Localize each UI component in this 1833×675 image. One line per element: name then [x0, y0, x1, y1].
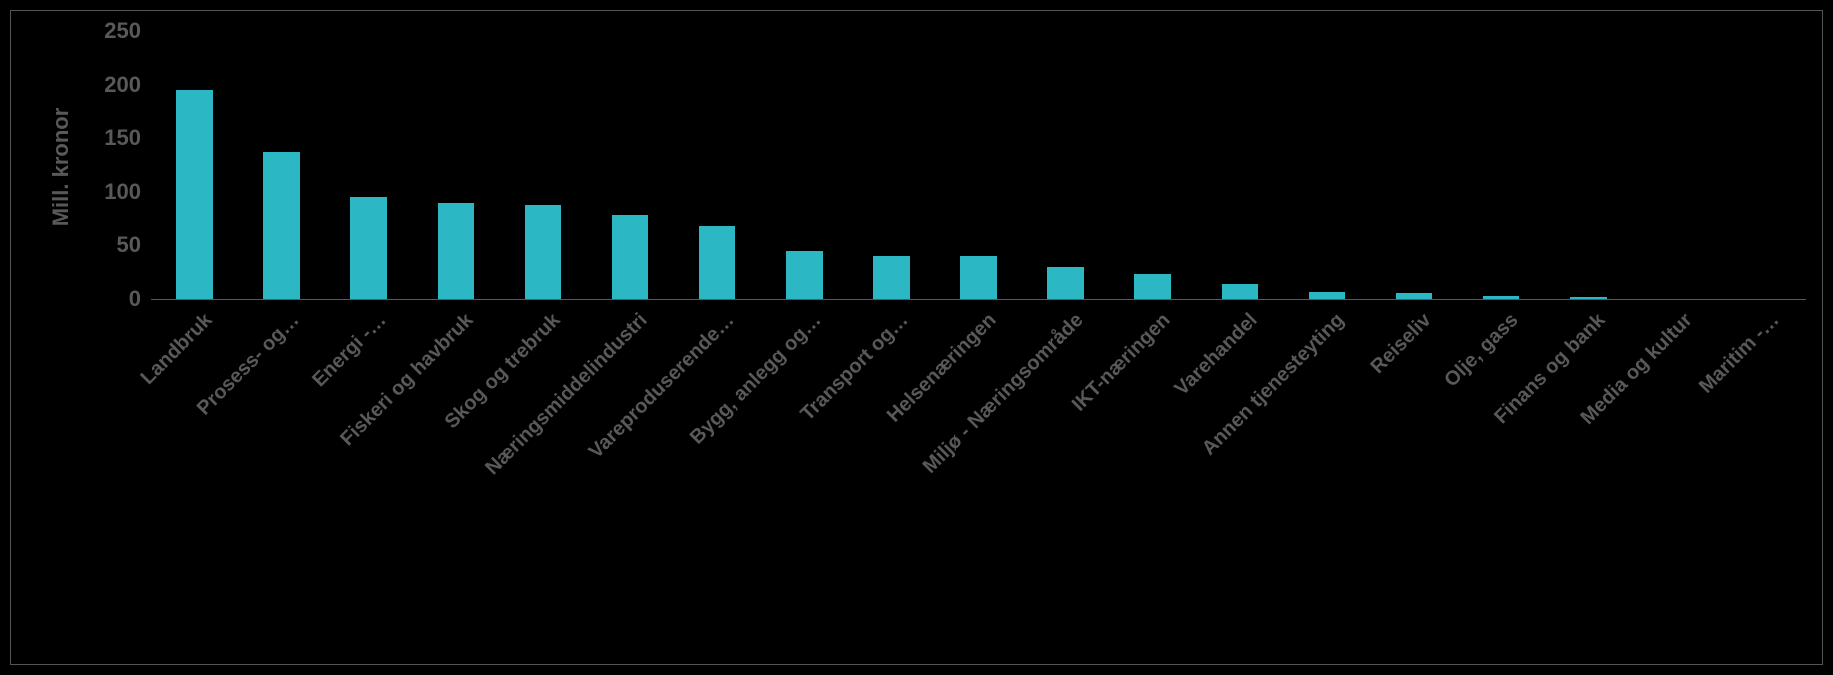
- chart-frame: Mill. kronor 050100150200250 LandbrukPro…: [10, 10, 1823, 665]
- bar: [1309, 292, 1346, 300]
- bar: [350, 197, 387, 299]
- bar: [176, 90, 213, 299]
- bar: [525, 205, 562, 299]
- bar: [1047, 267, 1084, 299]
- bar: [960, 256, 997, 299]
- bar: [612, 215, 649, 299]
- y-tick-label: 100: [81, 179, 141, 205]
- plot-area: [151, 31, 1806, 299]
- bar: [1570, 297, 1607, 299]
- y-tick-label: 50: [81, 232, 141, 258]
- bar: [438, 203, 475, 299]
- bar: [786, 251, 823, 299]
- y-tick-label: 0: [81, 286, 141, 312]
- y-axis-title: Mill. kronor: [48, 67, 74, 267]
- bar: [1222, 284, 1259, 299]
- bar: [1134, 274, 1171, 299]
- bar: [699, 226, 736, 299]
- bar: [263, 152, 300, 299]
- y-tick-label: 250: [81, 18, 141, 44]
- bar: [873, 256, 910, 299]
- x-axis-line: [151, 299, 1806, 300]
- x-tick-label: Maritim -…: [1585, 309, 1785, 509]
- y-tick-label: 150: [81, 125, 141, 151]
- bar-chart: Mill. kronor 050100150200250 LandbrukPro…: [11, 11, 1822, 664]
- bar: [1396, 293, 1433, 299]
- y-tick-label: 200: [81, 72, 141, 98]
- bar: [1483, 296, 1520, 299]
